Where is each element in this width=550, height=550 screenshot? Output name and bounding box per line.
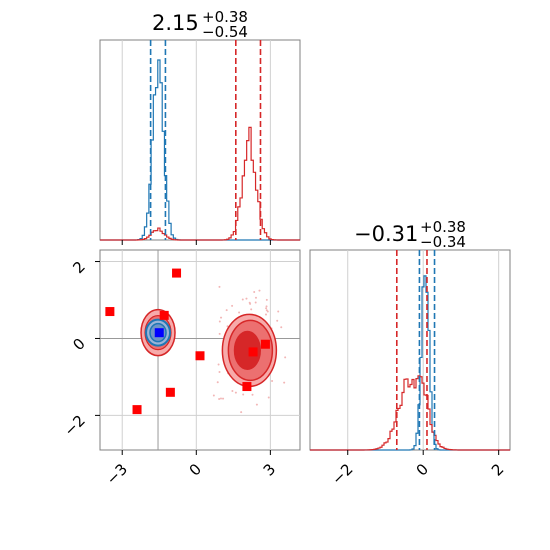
title-param1-base: 2.15 bbox=[152, 11, 199, 35]
title-param1-sub: −0.54 bbox=[202, 23, 248, 41]
scatter-point bbox=[255, 403, 258, 406]
scatter-point bbox=[250, 308, 253, 311]
scatter-point bbox=[217, 363, 220, 366]
scatter-point bbox=[238, 311, 241, 314]
marginal-panel-param1 bbox=[99, 39, 301, 241]
scatter-point bbox=[219, 397, 222, 400]
marginal-panel-param2 bbox=[309, 249, 511, 451]
scatter-point bbox=[276, 319, 279, 322]
scatter-point bbox=[245, 297, 248, 300]
scatter-point bbox=[218, 397, 221, 400]
scatter-point bbox=[265, 305, 268, 308]
y-tick-label: −2 bbox=[60, 411, 88, 439]
title-param1-sup: +0.38 bbox=[202, 8, 248, 26]
red-square-marker bbox=[172, 268, 182, 278]
scatter-point bbox=[267, 396, 270, 399]
x-tick-label-param1: 0 bbox=[186, 460, 205, 479]
scatter-point bbox=[280, 326, 283, 329]
scatter-point bbox=[254, 296, 257, 299]
scatter-point bbox=[216, 381, 219, 384]
title-param1: 2.15 bbox=[152, 11, 199, 35]
y-tick-label: 2 bbox=[69, 258, 88, 277]
scatter-point bbox=[254, 301, 257, 304]
blue-square-marker bbox=[154, 328, 164, 338]
x-tick-label-param1: 3 bbox=[260, 460, 279, 479]
scatter-point bbox=[284, 356, 287, 359]
scatter-point bbox=[225, 309, 228, 312]
title-param2: −0.31 bbox=[354, 222, 418, 246]
red-square-marker bbox=[260, 339, 270, 349]
red-square-marker bbox=[195, 351, 205, 361]
scatter-point bbox=[277, 310, 280, 313]
scatter-point bbox=[265, 307, 268, 310]
scatter-point bbox=[212, 394, 215, 397]
red-square-marker bbox=[248, 347, 258, 357]
x-tick-label-param2: 0 bbox=[413, 460, 432, 479]
scatter-point bbox=[266, 310, 269, 313]
title-param2-base: −0.31 bbox=[354, 222, 418, 246]
title-param2-sup: +0.38 bbox=[420, 218, 466, 236]
contour-red-inner bbox=[233, 330, 261, 370]
scatter-point bbox=[241, 298, 244, 301]
title-param2-sub: −0.34 bbox=[420, 233, 466, 251]
scatter-point bbox=[218, 320, 221, 323]
scatter-point bbox=[222, 397, 225, 400]
scatter-point bbox=[218, 370, 221, 373]
x-tick-label-param2: 2 bbox=[488, 460, 507, 479]
histogram-series-red-param1 bbox=[100, 126, 300, 241]
x-tick-label-param2: −2 bbox=[328, 460, 356, 488]
scatter-point bbox=[240, 411, 243, 414]
scatter-point bbox=[271, 380, 274, 383]
scatter-point bbox=[258, 289, 261, 292]
y-tick-label: 0 bbox=[69, 335, 88, 354]
scatter-point bbox=[283, 381, 286, 384]
scatter-point bbox=[248, 301, 251, 304]
scatter-point bbox=[226, 325, 229, 328]
scatter-point bbox=[234, 391, 237, 394]
x-tick-label-param1: −3 bbox=[103, 460, 131, 488]
scatter-point bbox=[265, 313, 268, 316]
scatter-point bbox=[242, 393, 245, 396]
histogram-series-red-param2 bbox=[310, 375, 510, 451]
red-square-marker bbox=[132, 405, 142, 415]
scatter-point bbox=[231, 390, 234, 393]
red-square-marker bbox=[159, 310, 169, 320]
scatter-point bbox=[218, 332, 221, 335]
scatter-point bbox=[218, 285, 221, 288]
red-square-marker bbox=[165, 387, 175, 397]
red-square-marker bbox=[105, 307, 115, 317]
red-square-marker bbox=[242, 382, 252, 392]
scatter-point bbox=[265, 298, 268, 301]
scatter-point bbox=[231, 304, 234, 307]
scatter-point bbox=[253, 291, 256, 294]
scatter-point bbox=[251, 393, 254, 396]
scatter-point bbox=[220, 316, 223, 319]
